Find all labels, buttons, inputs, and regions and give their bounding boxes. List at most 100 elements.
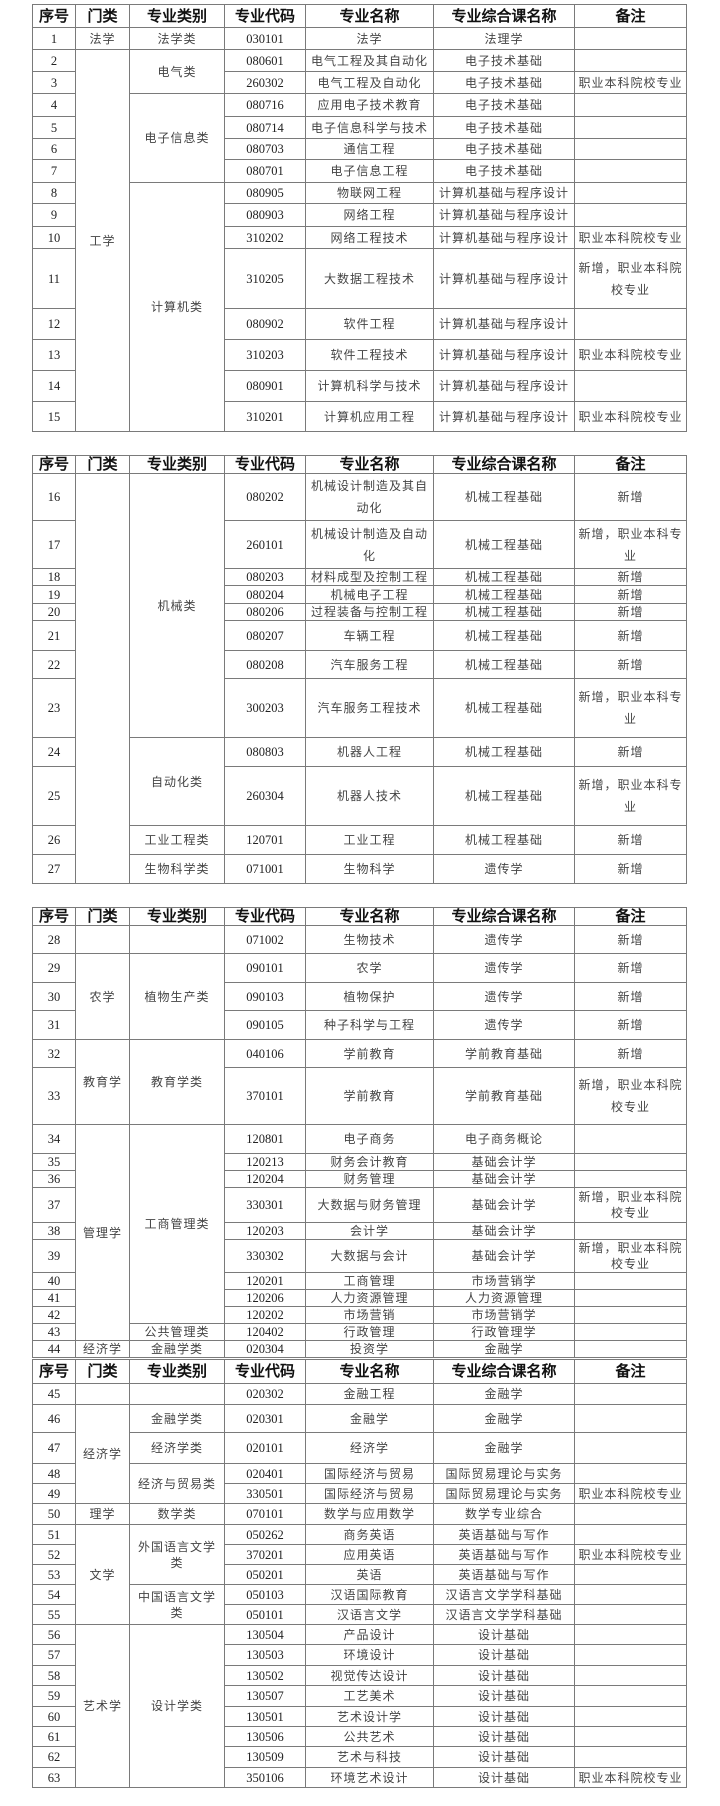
comprehensive-course-cell: 设计基础	[433, 1706, 575, 1727]
table-row: 55 050101 汉语言文学 汉语言文学学科基础	[32, 1604, 687, 1625]
discipline-cell: 工学	[75, 49, 130, 432]
major-name-cell: 网络工程技术	[305, 226, 434, 249]
seq-number-cell: 52	[32, 1544, 76, 1565]
major-name-cell: 会计学	[305, 1222, 434, 1240]
major-name-cell: 网络工程	[305, 203, 434, 227]
seq-number-cell: 44	[32, 1340, 76, 1358]
seq-number-cell: 11	[32, 248, 76, 309]
major-name-cell: 机械设计制造及自动化	[305, 520, 434, 569]
seq-number-cell: 61	[32, 1726, 76, 1747]
table-row: 24 自动化类 080803 机器人工程 机械工程基础 新增	[32, 737, 687, 826]
column-header: 备注	[574, 455, 687, 474]
column-header: 专业代码	[224, 907, 306, 926]
comprehensive-course-cell: 市场营销学	[433, 1272, 575, 1290]
seq-number-cell: 48	[32, 1463, 76, 1484]
comprehensive-course-cell: 设计基础	[433, 1644, 575, 1666]
seq-number-cell: 19	[32, 585, 76, 604]
note-cell	[574, 1706, 687, 1727]
table-row: 17 260101 机械设计制造及自动化 机械工程基础 新增，职业本科专业	[32, 520, 687, 569]
table-row: 33 370101 学前教育 学前教育基础 新增，职业本科院校专业	[32, 1067, 687, 1125]
major-category-cell: 外国语言文学类	[129, 1524, 225, 1585]
major-name-cell: 大数据与会计	[305, 1239, 434, 1273]
table-row: 16 机械类 080202 机械设计制造及其自动化 机械工程基础 新增	[32, 473, 687, 884]
table-row: 45 020302 金融工程 金融学	[32, 1383, 687, 1405]
seq-number-cell: 60	[32, 1706, 76, 1727]
comprehensive-course-cell: 基础会计学	[433, 1170, 575, 1188]
table-row: 25 260304 机器人技术 机械工程基础 新增，职业本科专业	[32, 766, 687, 826]
major-code-cell: 020301	[224, 1404, 306, 1433]
note-cell	[574, 138, 687, 160]
major-name-cell: 机器人工程	[305, 737, 434, 767]
note-cell	[574, 1432, 687, 1464]
note-cell	[574, 1383, 687, 1405]
major-code-cell: 080202	[224, 473, 306, 521]
note-cell	[574, 1340, 687, 1358]
major-name-cell: 艺术与科技	[305, 1746, 434, 1768]
seq-number-cell: 51	[32, 1524, 76, 1545]
majors-table: 序号 门类 专业类别 专业代码 专业名称 专业综合课名称 备注 45 020302 金融工程 金融学…	[32, 1359, 687, 1788]
discipline-cell: 经济学	[75, 1340, 130, 1358]
note-cell	[574, 1604, 687, 1625]
major-code-cell: 020401	[224, 1463, 306, 1484]
note-cell: 新增	[574, 1039, 687, 1068]
table-header-row: 序号 门类 专业类别 专业代码 专业名称 专业综合课名称 备注	[32, 1359, 687, 1384]
major-name-cell: 环境艺术设计	[305, 1767, 434, 1788]
table-row: 9 080903 网络工程 计算机基础与程序设计	[32, 203, 687, 227]
discipline-cell	[75, 1383, 130, 1405]
seq-number-cell: 46	[32, 1404, 76, 1433]
note-cell	[574, 116, 687, 139]
majors-table: 序号 门类 专业类别 专业代码 专业名称 专业综合课名称 备注 16 机械类 080202 机械设计…	[32, 455, 687, 884]
major-code-cell: 330301	[224, 1187, 306, 1223]
major-category-cell	[129, 925, 225, 954]
table-row: 1 法学 法学类 030101 法学 法理学	[32, 27, 687, 50]
note-cell	[574, 27, 687, 50]
comprehensive-course-cell: 机械工程基础	[433, 678, 575, 738]
major-code-cell: 310201	[224, 401, 306, 432]
major-category-cell: 工业工程类	[129, 825, 225, 855]
major-category-cell: 电子信息类	[129, 93, 225, 183]
major-code-cell: 120213	[224, 1153, 306, 1171]
major-code-cell: 260101	[224, 520, 306, 569]
major-category-cell: 自动化类	[129, 737, 225, 826]
major-name-cell: 计算机科学与技术	[305, 370, 434, 402]
major-code-cell: 130507	[224, 1685, 306, 1707]
comprehensive-course-cell: 金融学	[433, 1340, 575, 1358]
comprehensive-course-cell: 汉语言文学学科基础	[433, 1584, 575, 1605]
seq-number-cell: 57	[32, 1644, 76, 1666]
major-category-cell: 教育学类	[129, 1039, 225, 1125]
comprehensive-course-cell: 设计基础	[433, 1746, 575, 1768]
table-row: 35 120213 财务会计教育 基础会计学	[32, 1153, 687, 1171]
major-name-cell: 行政管理	[305, 1323, 434, 1341]
major-code-cell: 030101	[224, 27, 306, 50]
major-code-cell: 120701	[224, 825, 306, 855]
seq-number-cell: 49	[32, 1483, 76, 1504]
seq-number-cell: 6	[32, 138, 76, 160]
major-code-cell: 080203	[224, 568, 306, 586]
comprehensive-course-cell: 金融学	[433, 1404, 575, 1433]
comprehensive-course-cell: 设计基础	[433, 1685, 575, 1707]
note-cell: 新增	[574, 473, 687, 521]
note-cell	[574, 49, 687, 72]
comprehensive-course-cell: 金融学	[433, 1432, 575, 1464]
column-header: 专业综合课名称	[433, 907, 575, 926]
note-cell	[574, 1153, 687, 1171]
note-cell: 新增	[574, 1010, 687, 1040]
note-cell	[574, 1665, 687, 1686]
major-code-cell: 080803	[224, 737, 306, 767]
note-cell: 新增	[574, 825, 687, 855]
major-name-cell: 财务管理	[305, 1170, 434, 1188]
major-category-cell: 计算机类	[129, 182, 225, 432]
seq-number-cell: 55	[32, 1604, 76, 1625]
seq-number-cell: 24	[32, 737, 76, 767]
note-cell: 新增，职业本科院校专业	[574, 1239, 687, 1273]
seq-number-cell: 5	[32, 116, 76, 139]
comprehensive-course-cell: 设计基础	[433, 1726, 575, 1747]
major-name-cell: 汉语国际教育	[305, 1584, 434, 1605]
comprehensive-course-cell: 金融学	[433, 1383, 575, 1405]
comprehensive-course-cell: 机械工程基础	[433, 620, 575, 651]
note-cell	[574, 93, 687, 117]
column-header: 专业代码	[224, 455, 306, 474]
note-cell	[574, 1289, 687, 1307]
comprehensive-course-cell: 基础会计学	[433, 1222, 575, 1240]
table-row: 51 文学 外国语言文学类 050262 商务英语 英语基础与写作	[32, 1524, 687, 1625]
